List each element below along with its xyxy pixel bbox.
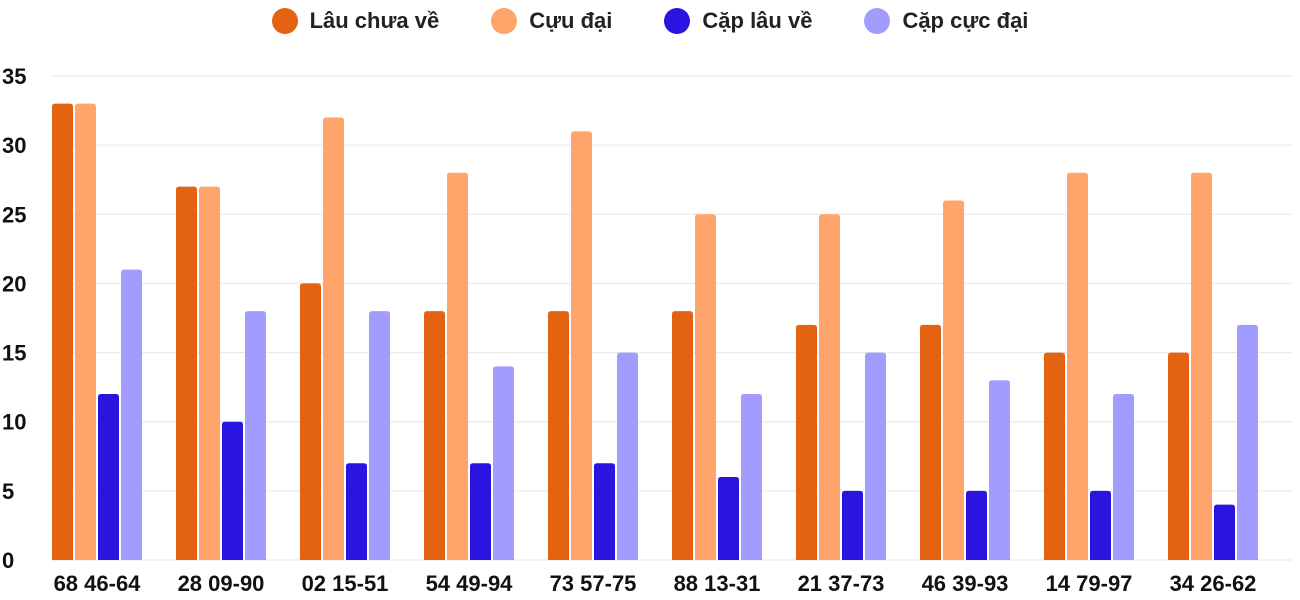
legend-label: Cặp lâu về bbox=[702, 8, 813, 33]
bar-cựu-đại bbox=[1067, 172, 1088, 561]
bar-cựu-đại bbox=[819, 214, 840, 561]
x-tick-label: 68 46-64 bbox=[54, 571, 142, 596]
bar-cặp-cực-đại bbox=[865, 352, 886, 560]
legend: Lâu chưa về Cựu đại Cặp lâu về Cặp cực đại bbox=[0, 8, 1300, 34]
y-tick-label: 5 bbox=[2, 479, 14, 504]
y-tick-label: 20 bbox=[2, 271, 26, 296]
legend-label: Cặp cực đại bbox=[902, 8, 1029, 33]
bar-cặp-cực-đại bbox=[741, 394, 762, 560]
bar-cặp-lâu-về bbox=[98, 394, 119, 560]
bar-cặp-cực-đại bbox=[369, 311, 390, 560]
y-tick-label: 0 bbox=[2, 548, 14, 573]
legend-label: Cựu đại bbox=[529, 8, 613, 33]
bar-cặp-lâu-về bbox=[842, 490, 863, 560]
bar-lâu-chưa-về bbox=[300, 283, 321, 560]
bar-cặp-lâu-về bbox=[1090, 490, 1111, 560]
bar-cựu-đại bbox=[571, 131, 592, 561]
bar-cặp-cực-đại bbox=[1237, 324, 1258, 560]
bar-lâu-chưa-về bbox=[424, 311, 445, 560]
x-tick-label: 46 39-93 bbox=[922, 571, 1009, 596]
legend-swatch bbox=[864, 8, 891, 34]
legend-item[interactable]: Lâu chưa về bbox=[271, 8, 440, 34]
legend-swatch bbox=[664, 8, 691, 34]
legend-swatch bbox=[271, 8, 298, 34]
x-tick-label: 02 15-51 bbox=[302, 571, 389, 596]
bar-lâu-chưa-về bbox=[176, 186, 197, 560]
bar-cặp-cực-đại bbox=[617, 352, 638, 560]
bar-cựu-đại bbox=[323, 117, 344, 560]
bar-cựu-đại bbox=[199, 186, 220, 560]
bar-cựu-đại bbox=[943, 200, 964, 560]
bar-lâu-chưa-về bbox=[672, 311, 693, 560]
bar-cặp-lâu-về bbox=[966, 490, 987, 560]
y-tick-label: 30 bbox=[2, 133, 26, 158]
bar-cặp-cực-đại bbox=[989, 380, 1010, 560]
bar-cặp-lâu-về bbox=[594, 463, 615, 560]
x-tick-label: 14 79-97 bbox=[1046, 571, 1133, 596]
bar-lâu-chưa-về bbox=[920, 324, 941, 560]
y-tick-label: 15 bbox=[2, 341, 26, 366]
x-tick-label: 28 09-90 bbox=[178, 571, 265, 596]
bar-cựu-đại bbox=[1191, 172, 1212, 561]
x-tick-label: 34 26-62 bbox=[1170, 571, 1257, 596]
legend-item[interactable]: Cặp cực đại bbox=[864, 8, 1028, 34]
legend-label: Lâu chưa về bbox=[309, 8, 440, 33]
y-tick-label: 25 bbox=[2, 202, 26, 227]
bar-cặp-lâu-về bbox=[718, 477, 739, 560]
x-tick-label: 21 37-73 bbox=[798, 571, 885, 596]
bar-cặp-lâu-về bbox=[346, 463, 367, 560]
x-tick-label: 73 57-75 bbox=[550, 571, 637, 596]
x-tick-label: 54 49-94 bbox=[426, 571, 514, 596]
bar-cặp-cực-đại bbox=[245, 311, 266, 560]
bar-cặp-lâu-về bbox=[1214, 504, 1235, 560]
bar-cựu-đại bbox=[75, 103, 96, 561]
legend-swatch bbox=[491, 8, 518, 34]
bar-lâu-chưa-về bbox=[548, 311, 569, 560]
y-tick-label: 35 bbox=[2, 64, 26, 89]
bar-cựu-đại bbox=[695, 214, 716, 561]
bar-lâu-chưa-về bbox=[1168, 352, 1189, 560]
bar-cặp-cực-đại bbox=[1113, 394, 1134, 560]
y-tick-label: 10 bbox=[2, 410, 26, 435]
bar-cặp-cực-đại bbox=[493, 366, 514, 560]
x-tick-label: 88 13-31 bbox=[674, 571, 761, 596]
bar-cựu-đại bbox=[447, 172, 468, 561]
legend-item[interactable]: Cặp lâu về bbox=[664, 8, 812, 34]
bar-cặp-lâu-về bbox=[470, 463, 491, 560]
legend-item[interactable]: Cựu đại bbox=[491, 8, 612, 34]
bar-lâu-chưa-về bbox=[1044, 352, 1065, 560]
bar-lâu-chưa-về bbox=[52, 103, 73, 561]
bar-cặp-cực-đại bbox=[121, 269, 142, 560]
bar-lâu-chưa-về bbox=[796, 324, 817, 560]
bar-cặp-lâu-về bbox=[222, 421, 243, 560]
